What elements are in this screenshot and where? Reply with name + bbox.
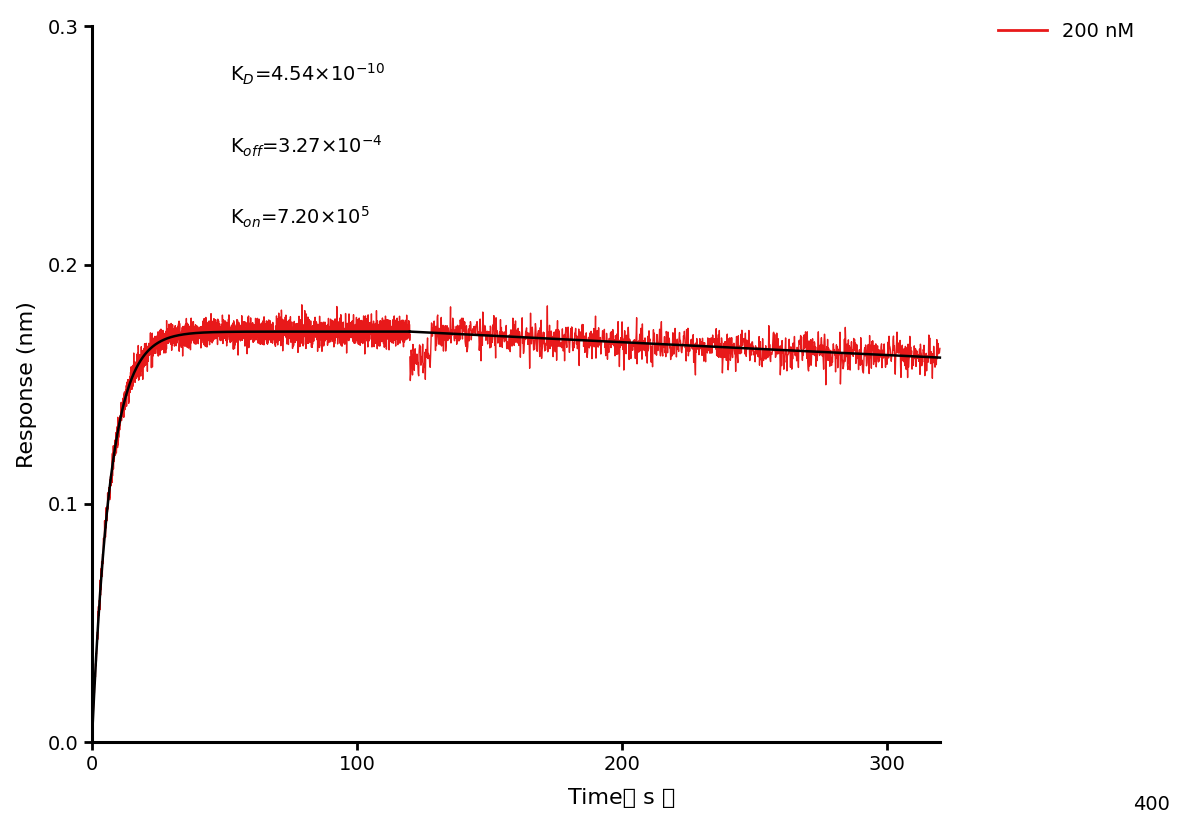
Text: K$_{off}$=3.27×10$^{-4}$: K$_{off}$=3.27×10$^{-4}$ — [229, 134, 382, 158]
X-axis label: Time（ s ）: Time（ s ） — [569, 789, 675, 808]
Text: K$_{D}$=4.54×10$^{-10}$: K$_{D}$=4.54×10$^{-10}$ — [229, 62, 385, 87]
Text: K$_{on}$=7.20×10$^{5}$: K$_{on}$=7.20×10$^{5}$ — [229, 205, 369, 230]
Text: 400: 400 — [1134, 794, 1170, 813]
Y-axis label: Response (nm): Response (nm) — [17, 300, 37, 468]
Legend: 200 nM: 200 nM — [990, 14, 1142, 49]
